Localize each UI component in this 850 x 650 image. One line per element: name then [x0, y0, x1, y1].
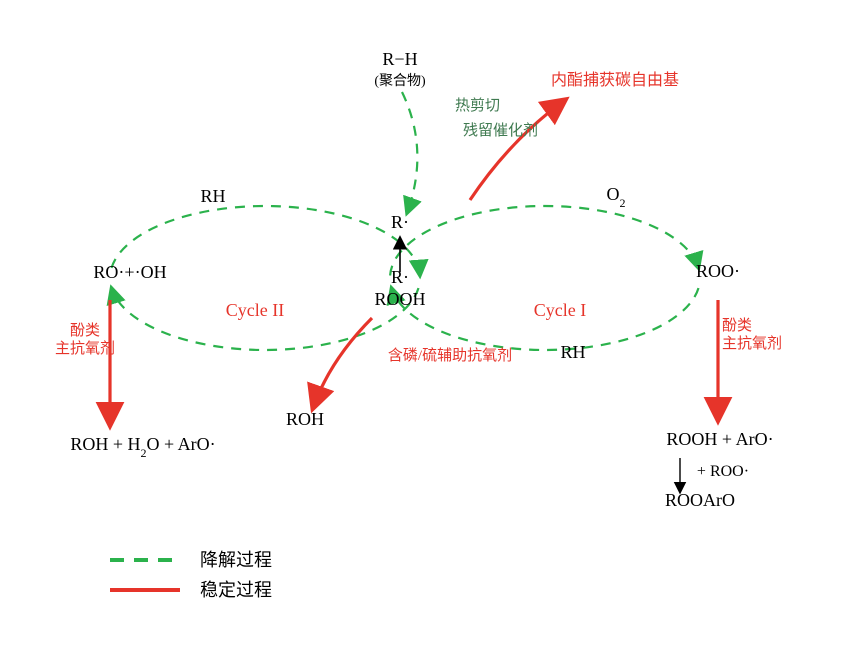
label-phenol-right-2: 主抗氧剂	[722, 335, 782, 352]
label-roh: ROH	[286, 409, 324, 429]
label-r-dot-lower: R·	[391, 267, 409, 287]
label-phenol-left-2: 主抗氧剂	[55, 340, 115, 357]
label-roo: ROO·	[696, 261, 740, 281]
label-right-prod2: + ROO·	[697, 463, 749, 480]
legend-dash-label: 降解过程	[200, 550, 272, 570]
label-rh-br: RH	[560, 342, 585, 362]
label-cycle2: Cycle II	[226, 300, 284, 320]
label-r-dot-upper: R·	[391, 212, 409, 232]
legend-solid-label: 稳定过程	[200, 580, 272, 600]
label-phenol-left-1: 酚类	[70, 322, 100, 339]
label-thermal: 热剪切	[455, 97, 500, 114]
label-cycle1: Cycle I	[534, 300, 586, 320]
label-right-prod1: ROOH + ArO·	[666, 429, 773, 449]
label-rh-sub: (聚合物)	[374, 73, 426, 89]
label-catalyst: 残留催化剂	[463, 122, 538, 139]
label-ps-aux: 含磷/硫辅助抗氧剂	[388, 347, 512, 364]
label-rh-top: R−H	[382, 49, 417, 69]
label-phenol-right-1: 酚类	[722, 317, 752, 334]
label-rooh-center: ROOH	[374, 289, 425, 309]
label-lactone: 内酯捕获碳自由基	[551, 71, 679, 89]
label-ro-oh: RO·+·OH	[93, 262, 166, 282]
label-right-prod3: ROOArO	[665, 490, 735, 510]
label-rh-left: RH	[200, 186, 225, 206]
